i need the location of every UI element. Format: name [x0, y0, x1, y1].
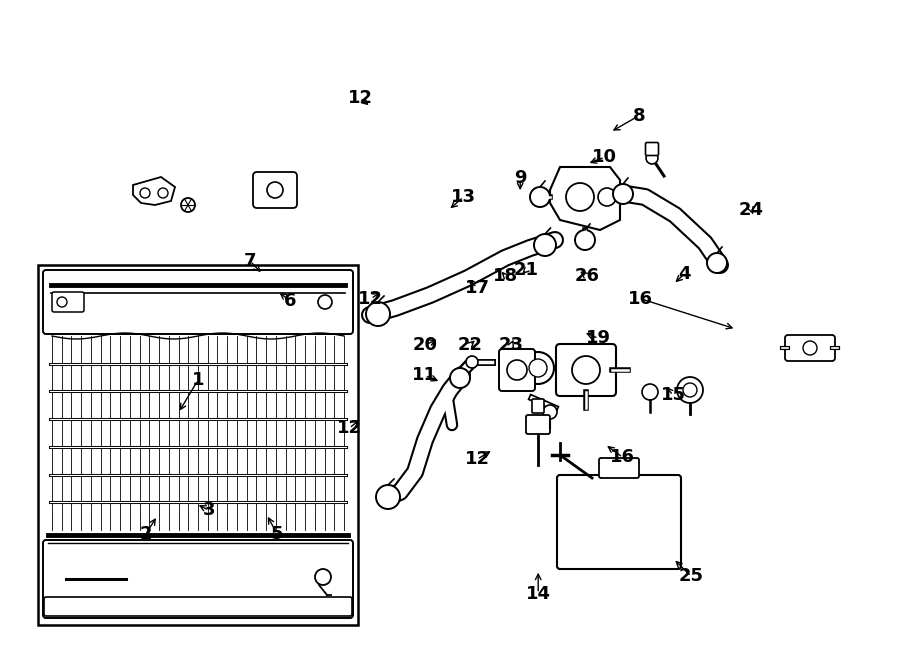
Text: 6: 6	[284, 292, 296, 310]
Text: 12: 12	[347, 89, 373, 107]
Circle shape	[677, 377, 703, 403]
FancyBboxPatch shape	[253, 172, 297, 208]
Text: 3: 3	[202, 501, 215, 520]
Polygon shape	[550, 167, 620, 230]
Circle shape	[534, 234, 556, 256]
Circle shape	[529, 359, 547, 377]
Circle shape	[522, 352, 554, 384]
Circle shape	[140, 188, 150, 198]
Text: 13: 13	[451, 188, 476, 206]
Text: 7: 7	[244, 252, 256, 270]
Text: 24: 24	[739, 201, 764, 219]
Circle shape	[613, 184, 633, 204]
FancyBboxPatch shape	[645, 143, 659, 155]
FancyBboxPatch shape	[43, 270, 353, 334]
Text: 18: 18	[493, 267, 518, 286]
Circle shape	[181, 198, 195, 212]
Text: 14: 14	[526, 584, 551, 603]
Text: 11: 11	[412, 366, 437, 385]
Circle shape	[158, 188, 168, 198]
Circle shape	[543, 405, 557, 419]
Text: 16: 16	[610, 448, 635, 467]
Circle shape	[466, 356, 478, 368]
Circle shape	[366, 302, 390, 326]
Circle shape	[803, 341, 817, 355]
FancyBboxPatch shape	[556, 344, 616, 396]
FancyBboxPatch shape	[785, 335, 835, 361]
Circle shape	[707, 253, 727, 273]
FancyBboxPatch shape	[532, 399, 544, 413]
FancyBboxPatch shape	[599, 458, 639, 478]
Circle shape	[530, 187, 550, 207]
Polygon shape	[133, 177, 175, 205]
Text: 4: 4	[678, 265, 690, 284]
Text: 8: 8	[633, 106, 645, 125]
FancyBboxPatch shape	[499, 349, 535, 391]
Text: 16: 16	[628, 290, 653, 308]
Text: 12: 12	[358, 290, 383, 308]
Circle shape	[450, 368, 470, 388]
Text: 9: 9	[514, 169, 526, 188]
Text: 12: 12	[337, 419, 362, 438]
Text: 21: 21	[514, 260, 539, 279]
Circle shape	[267, 182, 283, 198]
Bar	[38, 265, 358, 625]
Text: 19: 19	[586, 329, 611, 348]
FancyBboxPatch shape	[43, 540, 353, 618]
Text: 15: 15	[661, 386, 686, 405]
Text: 23: 23	[499, 336, 524, 354]
FancyBboxPatch shape	[557, 475, 681, 569]
Text: 17: 17	[464, 278, 490, 297]
Circle shape	[57, 297, 67, 307]
Circle shape	[566, 183, 594, 211]
Circle shape	[315, 569, 331, 585]
Circle shape	[572, 356, 600, 384]
Text: 10: 10	[592, 148, 617, 167]
Circle shape	[507, 360, 527, 380]
Text: 25: 25	[679, 567, 704, 586]
Circle shape	[376, 485, 400, 509]
FancyBboxPatch shape	[52, 292, 84, 312]
FancyBboxPatch shape	[44, 597, 352, 616]
Text: 26: 26	[574, 267, 599, 286]
Circle shape	[683, 383, 697, 397]
Circle shape	[642, 384, 658, 400]
Text: 1: 1	[192, 371, 204, 389]
Circle shape	[575, 230, 595, 250]
Text: 20: 20	[412, 336, 437, 354]
Text: 12: 12	[464, 450, 490, 469]
Text: 5: 5	[271, 525, 284, 543]
FancyBboxPatch shape	[526, 415, 550, 434]
Text: 2: 2	[140, 525, 152, 543]
Text: 22: 22	[457, 336, 482, 354]
Circle shape	[598, 188, 616, 206]
Circle shape	[646, 152, 658, 164]
Circle shape	[318, 295, 332, 309]
